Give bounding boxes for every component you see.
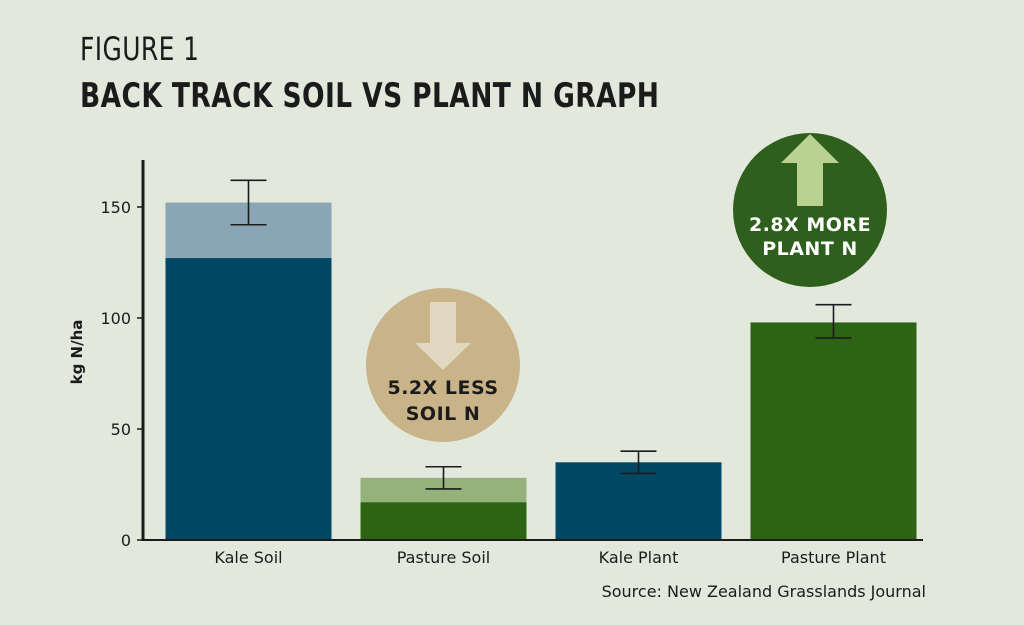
soil-callout-badge: 5.2X LESS SOIL N: [366, 288, 520, 442]
y-axis-label: kg N/ha: [68, 320, 86, 385]
x-tick-label-0: Kale Soil: [214, 548, 282, 567]
plant-badge-circle: [733, 133, 887, 287]
axes-group: Kale Soil Pasture Soil Kale Plant Pasture P…: [68, 160, 923, 567]
x-tick-label-3: Pasture Plant: [781, 548, 886, 567]
source-note: Source: New Zealand Grasslands Journal: [601, 582, 926, 601]
y-tick-label-100: 100: [100, 309, 131, 328]
error-bars-group: [230, 179, 852, 490]
bar-lower-3: [750, 322, 917, 540]
plant-badge-line1: 2.8X MORE: [749, 214, 871, 236]
down-arrow-icon: [415, 302, 471, 370]
up-arrow-icon: [781, 134, 839, 206]
figure-label: FIGURE 1: [80, 30, 200, 68]
plant-badge-line2: PLANT N: [762, 238, 858, 260]
x-tick-label-1: Pasture Soil: [397, 548, 490, 567]
y-tick-label-150: 150: [100, 198, 131, 217]
bar-lower-0: [165, 258, 332, 540]
soil-badge-line1: 5.2X LESS: [387, 377, 498, 399]
x-tick-label-2: Kale Plant: [599, 548, 679, 567]
bar-lower-1: [360, 502, 527, 540]
bar-lower-2: [555, 462, 722, 540]
chart-title: BACK TRACK SOIL VS PLANT N GRAPH: [80, 76, 660, 116]
y-tick-label-0: 0: [121, 531, 131, 550]
soil-badge-line2: SOIL N: [406, 403, 481, 425]
y-tick-label-50: 50: [111, 420, 131, 439]
bars-group: [165, 202, 917, 540]
